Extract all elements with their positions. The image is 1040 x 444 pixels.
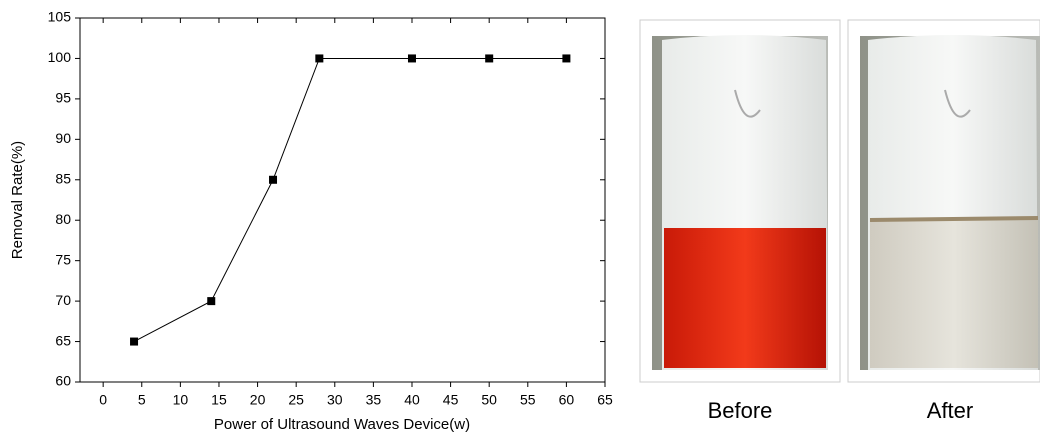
y-tick-label: 80 <box>55 211 71 227</box>
x-tick-label: 5 <box>138 392 146 408</box>
data-point <box>130 337 139 346</box>
x-tick-label: 30 <box>327 392 343 408</box>
data-point <box>207 297 216 306</box>
x-tick-label: 45 <box>443 392 459 408</box>
x-tick-label: 50 <box>481 392 497 408</box>
y-tick-label: 60 <box>55 373 71 389</box>
x-tick-label: 60 <box>559 392 575 408</box>
residue-line <box>869 216 1039 222</box>
x-axis-label: Power of Ultrasound Waves Device(w) <box>214 416 470 433</box>
y-tick-label: 95 <box>55 90 71 106</box>
x-tick-label: 55 <box>520 392 536 408</box>
y-tick-label: 65 <box>55 332 71 348</box>
data-point <box>269 175 278 184</box>
y-axis-label: Removal Rate(%) <box>9 141 26 259</box>
x-tick-label: 10 <box>173 392 189 408</box>
x-tick-label: 25 <box>288 392 304 408</box>
data-point <box>562 54 571 63</box>
y-tick-label: 85 <box>55 170 71 186</box>
y-tick-label: 105 <box>48 9 72 25</box>
data-point <box>485 54 494 63</box>
data-point <box>407 54 416 63</box>
beaker-spout <box>944 89 971 118</box>
liquid <box>870 218 1038 368</box>
y-tick-label: 75 <box>55 251 71 267</box>
x-tick-label: 40 <box>404 392 420 408</box>
x-tick-label: 0 <box>99 392 107 408</box>
x-tick-label: 20 <box>250 392 266 408</box>
photo-caption: After <box>927 398 973 423</box>
plot-frame <box>79 17 606 383</box>
liquid <box>664 228 826 368</box>
photo-before <box>639 19 841 383</box>
photo-caption: Before <box>708 398 773 423</box>
data-point <box>315 54 324 63</box>
beaker-spout <box>734 89 761 118</box>
y-tick-label: 90 <box>55 130 71 146</box>
y-tick-label: 100 <box>48 49 72 65</box>
data-line <box>133 57 567 342</box>
y-tick-label: 70 <box>55 292 71 308</box>
x-tick-label: 65 <box>597 392 613 408</box>
x-tick-label: 15 <box>211 392 227 408</box>
x-tick-label: 35 <box>366 392 382 408</box>
photo-after <box>847 19 1040 383</box>
